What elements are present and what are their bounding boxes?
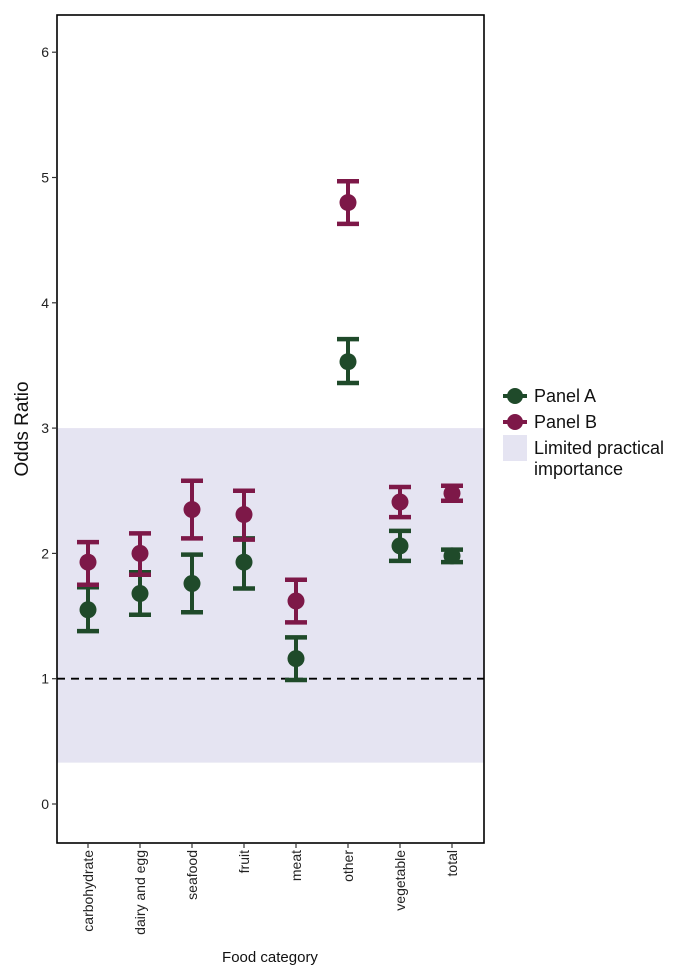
x-tick-label: total [444, 850, 460, 876]
legend-label: Panel A [534, 386, 596, 406]
legend-label-line: Limited practical [534, 438, 664, 458]
data-point [339, 353, 357, 371]
x-axis: carbohydrate dairy and egg seafood fruit mea… [80, 843, 460, 935]
data-point [235, 553, 253, 571]
data-point [79, 601, 97, 619]
y-axis-title: Odds Ratio [12, 381, 33, 476]
x-tick-label: other [340, 850, 356, 882]
y-tick-label: 1 [41, 671, 49, 687]
data-point [131, 544, 149, 562]
series-panel-b [77, 179, 463, 625]
y-tick-label: 2 [41, 545, 49, 561]
data-point [287, 592, 305, 610]
data-point [287, 650, 305, 668]
data-point [79, 553, 97, 571]
data-point [443, 484, 461, 502]
legend-label-line: importance [534, 459, 623, 479]
series-layer [77, 179, 463, 683]
legend-key-panel-b [503, 414, 527, 430]
y-tick-label: 3 [41, 420, 49, 436]
legend-key-point [507, 388, 523, 404]
x-tick-label: fruit [236, 850, 252, 873]
data-point [391, 493, 409, 511]
data-point [235, 506, 253, 524]
data-point [183, 501, 201, 519]
x-tick-label: carbohydrate [80, 850, 96, 932]
y-tick-label: 5 [41, 170, 49, 186]
series-panel-a [77, 336, 463, 683]
x-axis-title: Food category [222, 949, 318, 966]
x-tick-label: seafood [184, 850, 200, 900]
x-tick-label: meat [288, 850, 304, 881]
x-tick-label: dairy and egg [132, 850, 148, 935]
legend-key-panel-a [503, 388, 527, 404]
plot-panel-border [56, 14, 485, 844]
data-point [443, 547, 461, 565]
data-point [183, 574, 201, 592]
legend: Panel A Panel B Limited practicalimportanc… [503, 386, 664, 479]
legend-key-point [507, 414, 523, 430]
y-tick-label: 4 [41, 295, 49, 311]
legend-label: Panel B [534, 412, 597, 432]
legend-key-band [503, 435, 527, 461]
limited-importance-band [57, 428, 484, 763]
y-axis: 0 1 2 3 4 5 6 [41, 44, 57, 812]
data-point [391, 537, 409, 555]
y-tick-label: 0 [41, 796, 49, 812]
shaded-band-layer [57, 428, 484, 763]
data-point [131, 584, 149, 602]
data-point [339, 194, 357, 212]
x-tick-label: vegetable [392, 850, 408, 911]
y-tick-label: 6 [41, 44, 49, 60]
